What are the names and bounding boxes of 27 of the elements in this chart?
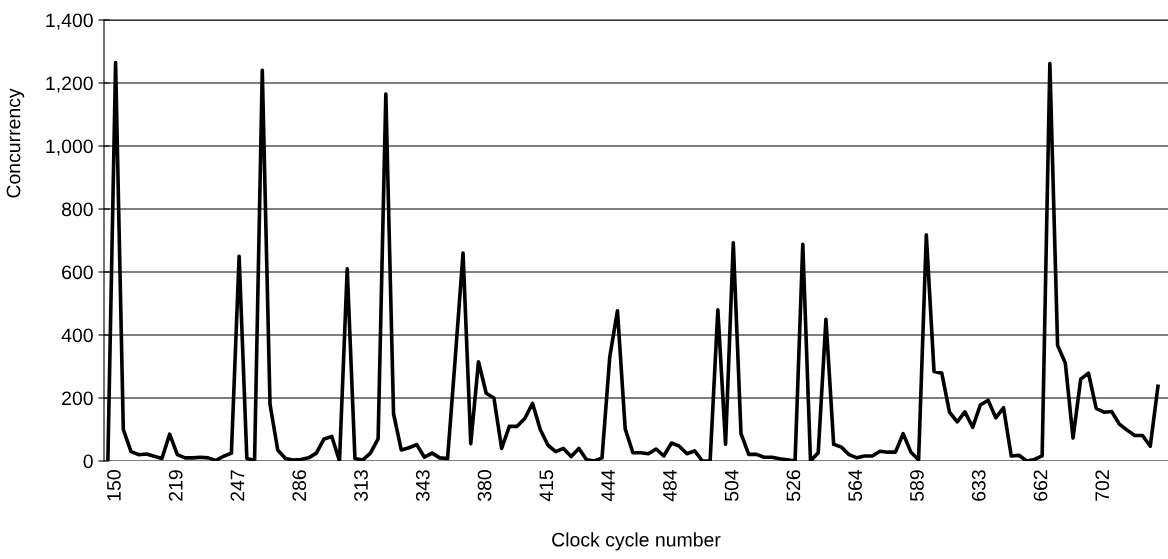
x-tick-label: 444	[601, 469, 615, 502]
y-tick-label: 1,000	[46, 139, 93, 156]
x-tick-label: 702	[1095, 470, 1110, 501]
x-tick-label: 504	[724, 469, 739, 501]
x-tick-label: 633	[971, 470, 986, 501]
x-tick-label: 662	[1033, 470, 1048, 501]
x-tick-label: 415	[539, 470, 554, 502]
y-tick-label: 800	[61, 202, 93, 217]
y-tick-label: 1,200	[46, 76, 93, 93]
x-tick-label: 564	[848, 469, 863, 501]
y-tick-label: 400	[61, 328, 93, 343]
y-tick-label: 0	[83, 454, 93, 469]
x-tick-label: 526	[786, 470, 801, 501]
x-tick-label: 484	[662, 469, 677, 502]
y-tick-label: 1,400	[46, 13, 93, 30]
x-tick-label: 313	[354, 470, 368, 502]
y-tick-label: 200	[62, 391, 93, 406]
y-tick-label: 600	[62, 265, 93, 280]
x-tick-label: 286	[292, 470, 307, 501]
x-tick-label: 150	[107, 470, 121, 501]
y-axis-title: Concurrency	[6, 88, 25, 198]
x-tick-label: 380	[477, 470, 492, 502]
x-tick-label: 589	[910, 470, 924, 501]
x-tick-label: 343	[415, 470, 430, 502]
x-axis-title: Clock cycle number	[552, 532, 721, 551]
x-tick-label: 219	[168, 470, 183, 501]
x-tick-label: 247	[230, 470, 245, 501]
